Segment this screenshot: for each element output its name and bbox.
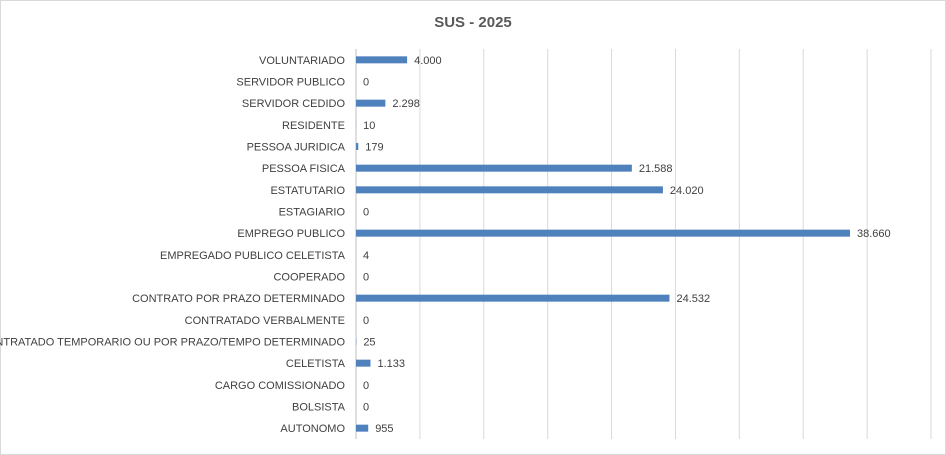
category-label: ESTAGIARIO — [279, 207, 346, 219]
category-label: SERVIDOR PUBLICO — [236, 77, 345, 89]
category-label: SERVIDOR CEDIDO — [242, 98, 346, 110]
category-label: PESSOA FISICA — [262, 163, 346, 175]
bar — [356, 99, 386, 107]
bar — [356, 164, 632, 172]
bar — [356, 359, 371, 367]
data-label: 21.588 — [639, 163, 673, 175]
bar — [356, 424, 369, 432]
data-label: 2.298 — [392, 98, 420, 110]
data-label: 24.020 — [670, 185, 704, 197]
data-label: 0 — [363, 402, 369, 414]
category-label: ESTATUTARIO — [270, 185, 345, 197]
bar — [356, 294, 670, 302]
data-label: 0 — [363, 207, 369, 219]
data-label: 25 — [363, 337, 375, 349]
bar — [356, 229, 850, 237]
data-label: 4 — [363, 250, 369, 262]
bar — [356, 56, 408, 64]
category-label: AUTONOMO — [280, 423, 345, 435]
gridlines — [355, 49, 932, 439]
data-label: 0 — [363, 315, 369, 327]
category-label: VOLUNTARIADO — [259, 55, 345, 67]
category-label: COOPERADO — [273, 272, 345, 284]
data-label: 4.000 — [414, 55, 442, 67]
category-label: PESSOA JURIDICA — [247, 142, 346, 154]
data-label: 0 — [363, 272, 369, 284]
bar — [356, 186, 663, 194]
chart-title: SUS - 2025 — [434, 14, 512, 31]
data-label: 24.532 — [676, 293, 710, 305]
data-label: 0 — [363, 380, 369, 392]
data-label: 179 — [365, 142, 383, 154]
category-label: EMPREGO PUBLICO — [237, 228, 345, 240]
category-label: BOLSISTA — [292, 402, 346, 414]
data-label: 10 — [363, 120, 375, 132]
category-label: RESIDENTE — [282, 120, 345, 132]
category-label: CONTRATO POR PRAZO DETERMINADO — [132, 293, 345, 305]
category-label: CARGO COMISSIONADO — [215, 380, 346, 392]
data-label: 1.133 — [377, 358, 405, 370]
data-label: 0 — [363, 77, 369, 89]
bar — [356, 143, 359, 150]
bars — [356, 56, 850, 432]
category-labels: VOLUNTARIADO SERVIDOR PUBLICO SERVIDOR CED… — [0, 55, 346, 435]
data-label: 38.660 — [857, 228, 891, 240]
category-label: CONTRATADO TEMPORARIO OU POR PRAZO/TEMPO… — [0, 337, 345, 349]
data-label: 955 — [375, 423, 393, 435]
data-labels: 4.000 0 2.298 10 179 21.588 24.020 0 38.660 4 0 24.… — [363, 55, 891, 435]
category-label: CONTRATADO VERBALMENTE — [185, 315, 345, 327]
category-label: EMPREGADO PUBLICO CELETISTA — [160, 250, 346, 262]
category-label: CELETISTA — [286, 358, 346, 370]
